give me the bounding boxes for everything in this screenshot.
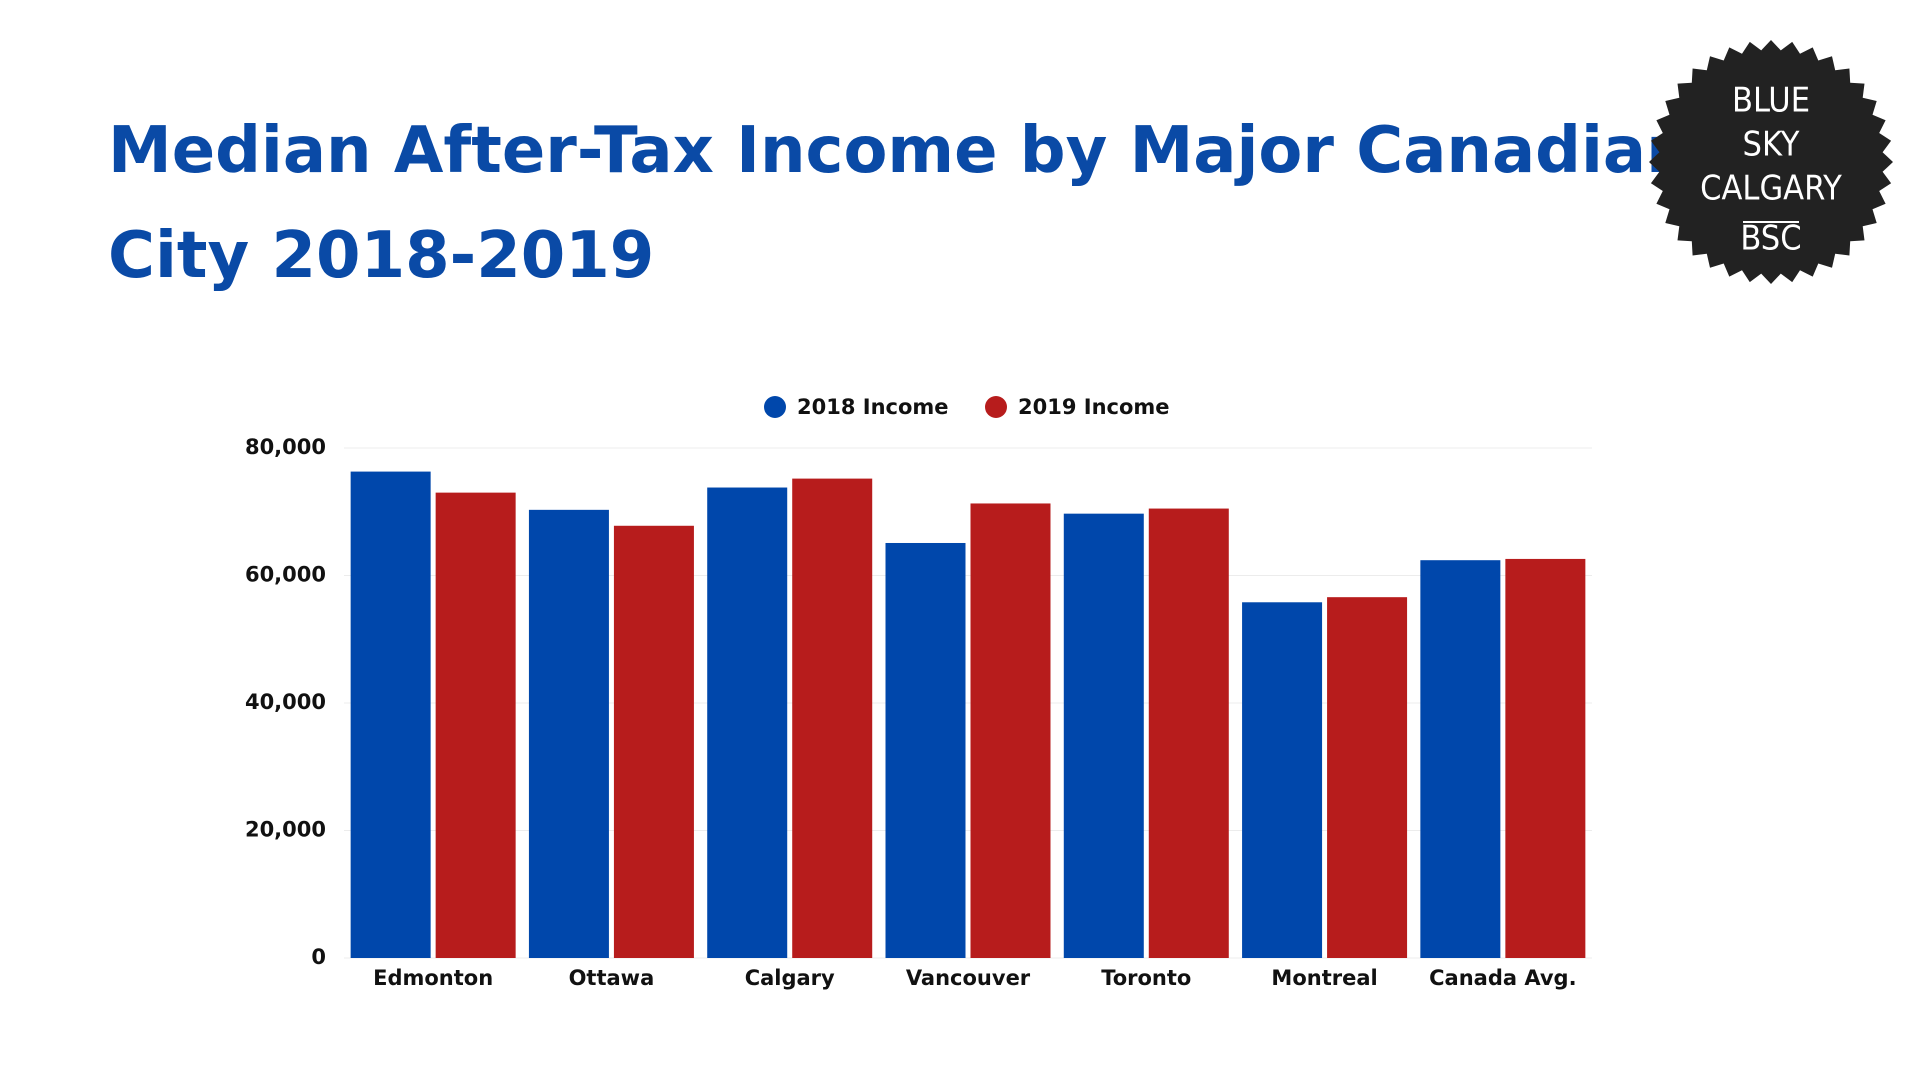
logo-text: BLUE — [1732, 81, 1810, 121]
bar — [350, 471, 431, 958]
bar — [528, 509, 609, 958]
legend-label: 2019 Income — [1018, 395, 1170, 419]
bar — [885, 542, 966, 958]
x-tick-label: Vancouver — [906, 966, 1031, 990]
bar — [435, 492, 516, 958]
y-tick-label: 20,000 — [245, 818, 326, 842]
bar — [1148, 508, 1229, 958]
x-tick-label: Montreal — [1271, 966, 1377, 990]
y-tick-label: 60,000 — [245, 563, 326, 587]
x-tick-label: Canada Avg. — [1429, 966, 1576, 990]
logo-shape — [1649, 40, 1893, 284]
x-tick-label: Toronto — [1101, 966, 1191, 990]
bar — [707, 487, 788, 958]
bar — [1505, 558, 1586, 958]
legend-marker — [985, 396, 1007, 418]
bar — [1063, 513, 1144, 958]
logo-text: BSC — [1740, 219, 1801, 259]
x-tick-label: Ottawa — [569, 966, 655, 990]
y-tick-label: 80,000 — [245, 435, 326, 459]
legend-marker — [764, 396, 786, 418]
bar — [970, 503, 1051, 958]
legend-label: 2018 Income — [797, 395, 949, 419]
bar — [1242, 602, 1323, 958]
chart-title: Median After-Tax Income by Major Canadia… — [108, 114, 1692, 293]
bar — [1420, 560, 1501, 958]
y-tick-label: 40,000 — [245, 690, 326, 714]
logo-text: CALGARY — [1700, 169, 1842, 209]
bar — [613, 525, 694, 958]
bar — [792, 478, 873, 958]
x-tick-label: Calgary — [745, 966, 835, 990]
x-tick-label: Edmonton — [373, 966, 493, 990]
logo-text: SKY — [1743, 125, 1800, 165]
bar — [1327, 597, 1408, 958]
y-tick-label: 0 — [311, 945, 326, 969]
